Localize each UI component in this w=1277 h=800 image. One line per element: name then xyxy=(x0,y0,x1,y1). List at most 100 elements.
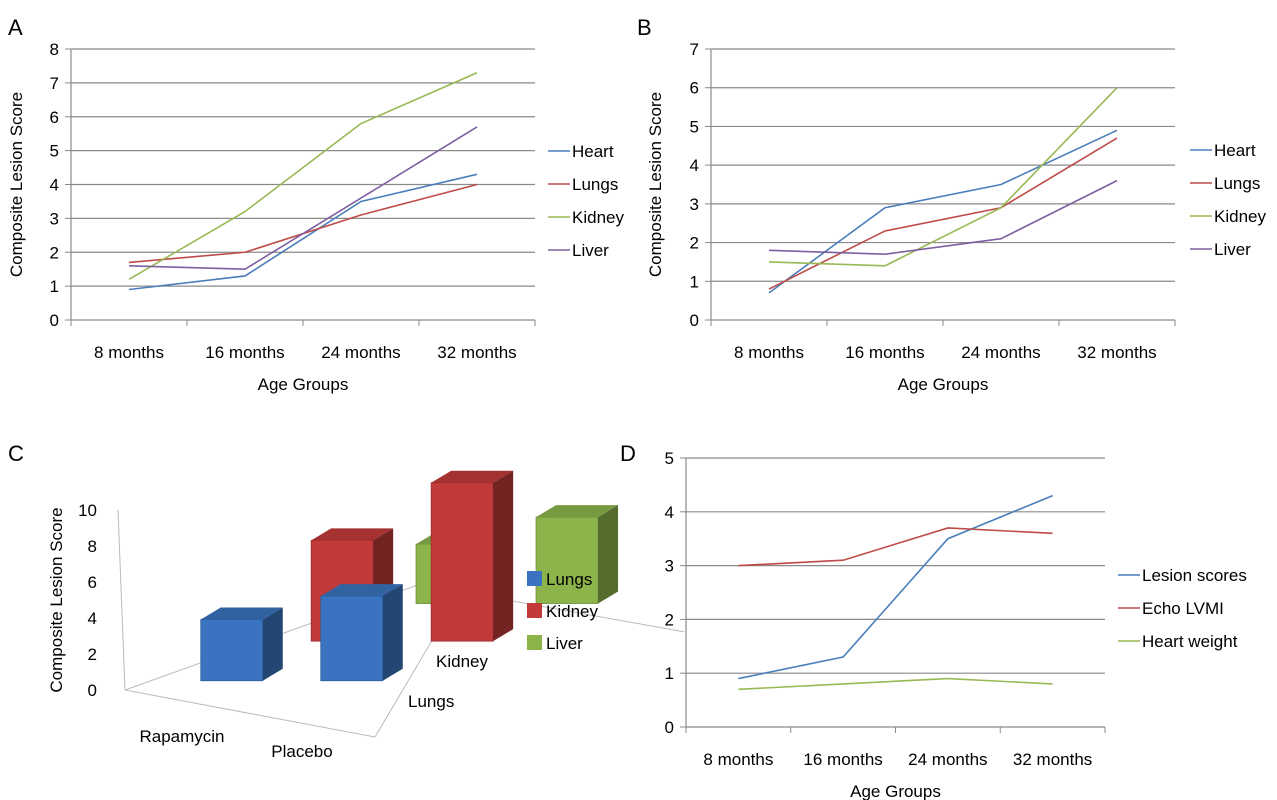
depth-tick-label: Kidney xyxy=(436,652,488,671)
panel-letter-d: D xyxy=(620,441,636,466)
y-axis-title: Composite Lesion Score xyxy=(47,507,66,692)
y-tick-label: 2 xyxy=(50,243,59,262)
bar-top xyxy=(536,505,619,518)
x-tick-label: 24 months xyxy=(908,750,987,769)
x-tick-label: Rapamycin xyxy=(139,727,224,746)
legend-label: Liver xyxy=(572,241,609,260)
y-tick-label: 2 xyxy=(665,610,674,629)
chart-a: 0 1 2 3 4 5 6 7 8 8 months 16 months 24 months 32 mo… xyxy=(7,40,624,394)
series-line-kidney xyxy=(128,71,478,281)
y-tick-label: 1 xyxy=(690,272,699,291)
series-line-lungs xyxy=(128,183,478,264)
bar-side xyxy=(598,505,619,604)
wall-edge xyxy=(117,509,126,691)
legend-label: Heart xyxy=(1214,141,1256,160)
legend-label: Lungs xyxy=(1214,174,1260,193)
x-tick-label: 32 months xyxy=(1077,343,1156,362)
bar-kidney-placebo xyxy=(430,482,494,642)
y-tick-label: 7 xyxy=(690,40,699,59)
series-line-echo-lvmi xyxy=(738,527,1053,567)
x-axis-title: Age Groups xyxy=(258,375,349,394)
legend-label: Kidney xyxy=(1214,207,1266,226)
bar-top xyxy=(431,470,514,483)
legend-label: Lesion scores xyxy=(1142,566,1247,585)
y-tick-label: 10 xyxy=(78,501,97,520)
bar-top xyxy=(200,607,283,620)
y-tick-label: 0 xyxy=(88,681,97,700)
y-tick-label: 6 xyxy=(50,108,59,127)
series-line-lesion-scores xyxy=(738,494,1053,680)
legend-label: Echo LVMI xyxy=(1142,599,1224,618)
bar-top xyxy=(320,584,403,597)
legend-label: Heart weight xyxy=(1142,632,1238,651)
series-line-kidney xyxy=(768,87,1118,267)
y-tick-label: 2 xyxy=(690,234,699,253)
y-tick-label: 0 xyxy=(690,311,699,330)
panel-letter-c: C xyxy=(8,441,24,466)
y-tick-label: 4 xyxy=(690,156,699,175)
chart-b: 0 1 2 3 4 5 6 7 8 months 16 months 24 months 32 mon… xyxy=(646,40,1266,394)
x-axis-title: Age Groups xyxy=(850,782,941,800)
legend-label: Lungs xyxy=(546,570,592,589)
x-axis-title: Age Groups xyxy=(898,375,989,394)
series-line-heart-weight xyxy=(738,677,1053,691)
legend-label: Liver xyxy=(1214,240,1251,259)
legend-label: Kidney xyxy=(572,208,624,227)
y-tick-label: 1 xyxy=(665,664,674,683)
bar-lungs-rapamycin xyxy=(200,619,264,682)
legend-swatch xyxy=(527,571,542,586)
x-tick-label: 8 months xyxy=(703,750,773,769)
series-line-heart xyxy=(768,129,1118,294)
x-tick-label: 16 months xyxy=(803,750,882,769)
y-tick-label: 4 xyxy=(50,176,59,195)
bar-liver-placebo xyxy=(535,516,599,604)
y-tick-label: 4 xyxy=(88,609,97,628)
legend-swatch xyxy=(527,635,542,650)
y-tick-label: 1 xyxy=(50,277,59,296)
legend-label: Lungs xyxy=(572,175,618,194)
bar-lungs-placebo xyxy=(320,595,384,682)
bar-side xyxy=(262,607,283,681)
x-tick-label: Placebo xyxy=(271,742,332,761)
y-tick-label: 0 xyxy=(50,311,59,330)
legend-swatch xyxy=(527,603,542,618)
series-line-liver xyxy=(128,126,478,270)
x-tick-label: 24 months xyxy=(321,343,400,362)
x-tick-label: 16 months xyxy=(205,343,284,362)
x-tick-label: 8 months xyxy=(94,343,164,362)
y-tick-label: 4 xyxy=(665,503,674,522)
y-axis-title: Composite Lesion Score xyxy=(646,92,665,277)
panel-letter-a: A xyxy=(8,15,23,40)
y-tick-label: 3 xyxy=(690,195,699,214)
y-tick-label: 8 xyxy=(88,537,97,556)
series-line-lungs xyxy=(768,137,1118,290)
y-tick-label: 3 xyxy=(50,209,59,228)
legend-label: Liver xyxy=(546,634,583,653)
x-tick-label: 32 months xyxy=(437,343,516,362)
y-tick-label: 0 xyxy=(665,718,674,737)
y-tick-label: 5 xyxy=(690,117,699,136)
y-tick-label: 5 xyxy=(50,142,59,161)
y-tick-label: 7 xyxy=(50,74,59,93)
legend-label: Heart xyxy=(572,142,614,161)
y-axis-title: Composite Lesion Score xyxy=(7,92,26,277)
x-tick-label: 16 months xyxy=(845,343,924,362)
y-tick-label: 3 xyxy=(665,557,674,576)
bar-side xyxy=(382,584,403,681)
y-tick-label: 2 xyxy=(88,645,97,664)
x-tick-label: 32 months xyxy=(1013,750,1092,769)
y-tick-label: 6 xyxy=(88,573,97,592)
x-tick-label: 8 months xyxy=(734,343,804,362)
y-tick-label: 5 xyxy=(665,449,674,468)
chart-d: 0 1 2 3 4 5 8 months 16 months 24 months 32 month… xyxy=(665,449,1247,800)
bar-side xyxy=(493,470,514,642)
y-tick-label: 8 xyxy=(50,40,59,59)
x-tick-label: 24 months xyxy=(961,343,1040,362)
series-line-heart xyxy=(128,173,478,291)
panel-letter-b: B xyxy=(637,15,652,40)
front-axis xyxy=(124,689,376,738)
bar-top xyxy=(311,528,394,541)
series-line-liver xyxy=(768,179,1118,255)
